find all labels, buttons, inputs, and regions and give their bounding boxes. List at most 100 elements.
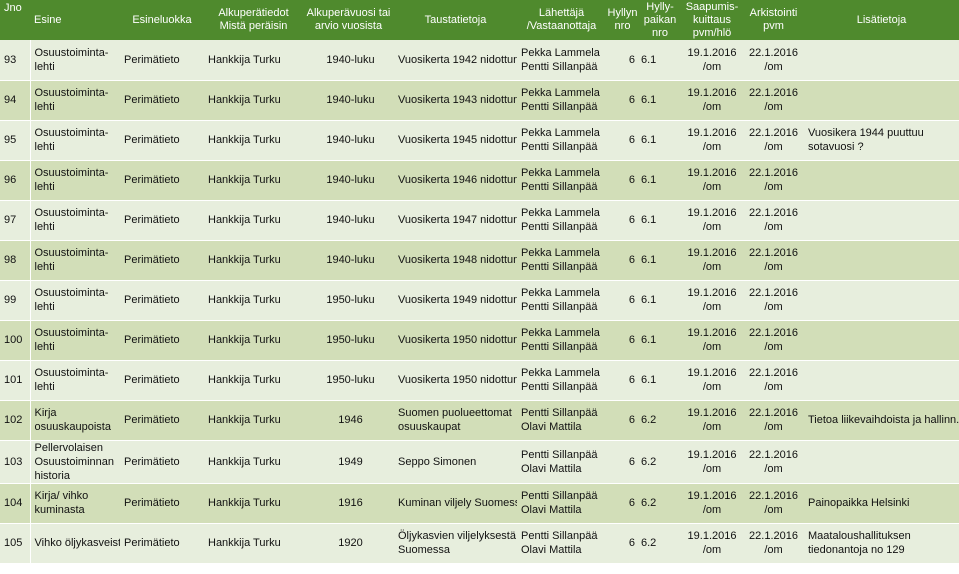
cell-hyllypaikan-nro[interactable]: 6.2 (641, 497, 657, 509)
table-row[interactable]: 102 Kirja osuuskaupoista Perimätieto Hank… (0, 400, 959, 440)
cell-alkuperavuosi[interactable]: 1940-luku (326, 174, 375, 186)
cell-esine[interactable]: Osuustoiminta-lehti (30, 200, 120, 240)
cell-alkuperavuosi[interactable]: 1950-luku (326, 334, 375, 346)
cell-jno[interactable]: 94 (0, 80, 31, 120)
cell-alkuperavuosi[interactable]: 1940-luku (326, 214, 375, 226)
table-row[interactable]: 103 Pellervolaisen Osuustoiminnan historia… (0, 440, 959, 483)
cell-hyllyn-nro[interactable]: 6 (628, 94, 635, 106)
cell-hyllyn-nro[interactable]: 6 (628, 214, 635, 226)
cell-saapumis[interactable]: 19.1.2016/om (681, 80, 743, 120)
cell-alkuperavuosi[interactable]: 1920 (338, 537, 363, 549)
header-arkistointi[interactable]: Arkistointi pvm (743, 0, 804, 40)
cell-arkistointi[interactable]: 22.1.2016/om (743, 523, 804, 563)
cell-hyllyn-nro[interactable]: 6 (628, 537, 635, 549)
cell-hyllyn-nro[interactable]: 6 (628, 374, 635, 386)
header-taustatietoja[interactable]: Taustatietoja (394, 0, 517, 40)
cell-taustatietoja[interactable]: Vuosikerta 1948 nidottuna (394, 240, 517, 280)
cell-esine[interactable]: Osuustoiminta-lehti (30, 360, 120, 400)
cell-hyllyn-nro[interactable]: 6 (628, 414, 635, 426)
table-row[interactable]: 99 Osuustoiminta-lehti Perimätieto Hankk… (0, 280, 959, 320)
cell-esineluokka[interactable]: Perimätieto (124, 294, 180, 306)
cell-lisatietoja[interactable] (804, 80, 959, 120)
cell-alkuperavuosi[interactable]: 1950-luku (326, 294, 375, 306)
header-esine[interactable]: Esine (30, 0, 120, 40)
cell-alkuperavuosi[interactable]: 1950-luku (326, 374, 375, 386)
cell-alkuperavuosi[interactable]: 1940-luku (326, 94, 375, 106)
cell-lisatietoja[interactable] (804, 40, 959, 80)
cell-jno[interactable]: 95 (0, 120, 31, 160)
cell-alkupera[interactable]: Hankkija Turku (208, 214, 281, 226)
cell-taustatietoja[interactable]: Vuosikerta 1942 nidottuna (394, 40, 517, 80)
cell-esineluokka[interactable]: Perimätieto (124, 214, 180, 226)
cell-hyllypaikan-nro[interactable]: 6.2 (641, 414, 657, 426)
cell-esineluokka[interactable]: Perimätieto (124, 414, 180, 426)
cell-jno[interactable]: 101 (0, 360, 31, 400)
table-row[interactable]: 96 Osuustoiminta-lehti Perimätieto Hankk… (0, 160, 959, 200)
cell-alkupera[interactable]: Hankkija Turku (208, 294, 281, 306)
cell-esineluokka[interactable]: Perimätieto (124, 94, 180, 106)
cell-hyllyn-nro[interactable]: 6 (628, 174, 635, 186)
cell-hyllyn-nro[interactable]: 6 (628, 53, 635, 66)
cell-taustatietoja[interactable]: Vuosikerta 1943 nidottuna (394, 80, 517, 120)
cell-arkistointi[interactable]: 22.1.2016/om (743, 483, 804, 523)
cell-lahettaja[interactable]: Pekka Lammela Pentti Sillanpää (517, 120, 606, 160)
cell-saapumis[interactable]: 19.1.2016/om (681, 40, 743, 80)
cell-lahettaja[interactable]: Pekka Lammela Pentti Sillanpää (517, 160, 606, 200)
cell-saapumis[interactable]: 19.1.2016/om (681, 440, 743, 483)
cell-arkistointi[interactable]: 22.1.2016/om (743, 400, 804, 440)
cell-lisatietoja[interactable] (804, 200, 959, 240)
table-row[interactable]: 93 Osuustoiminta-lehti Perimätieto Hankk… (0, 40, 959, 80)
cell-jno[interactable]: 93 (0, 40, 31, 80)
cell-saapumis[interactable]: 19.1.2016/om (681, 523, 743, 563)
cell-hyllypaikan-nro[interactable]: 6.1 (641, 294, 657, 306)
cell-alkupera[interactable]: Hankkija Turku (208, 374, 281, 386)
cell-lahettaja[interactable]: Pentti Sillanpää Olavi Mattila (517, 523, 606, 563)
header-hyllyn-nro[interactable]: Hyllyn nro (606, 0, 639, 40)
header-lisatietoja[interactable]: Lisätietoja (804, 0, 959, 40)
cell-hyllypaikan-nro[interactable]: 6.2 (641, 455, 657, 468)
cell-jno[interactable]: 99 (0, 280, 31, 320)
table-row[interactable]: 97 Osuustoiminta-lehti Perimätieto Hankk… (0, 200, 959, 240)
cell-alkupera[interactable]: Hankkija Turku (208, 174, 281, 186)
cell-alkupera[interactable]: Hankkija Turku (208, 53, 281, 66)
header-jno[interactable]: Jno (0, 0, 30, 40)
cell-lahettaja[interactable]: Pekka Lammela Pentti Sillanpää (517, 320, 606, 360)
cell-arkistointi[interactable]: 22.1.2016/om (743, 160, 804, 200)
table-row[interactable]: 100 Osuustoiminta-lehti Perimätieto Hank… (0, 320, 959, 360)
cell-hyllypaikan-nro[interactable]: 6.2 (641, 537, 657, 549)
cell-hyllypaikan-nro[interactable]: 6.1 (641, 254, 657, 266)
cell-hyllyn-nro[interactable]: 6 (628, 334, 635, 346)
table-row[interactable]: 104 Kirja/ vihko kuminasta Perimätieto Ha… (0, 483, 959, 523)
cell-esine[interactable]: Osuustoiminta-lehti (30, 120, 120, 160)
header-saapumiskuittaus[interactable]: Saapumis-kuittaus pvm/hlö (681, 0, 743, 40)
cell-hyllyn-nro[interactable]: 6 (628, 134, 635, 146)
cell-lahettaja[interactable]: Pentti Sillanpää Olavi Mattila (517, 440, 606, 483)
cell-lahettaja[interactable]: Pentti Sillanpää Olavi Mattila (517, 400, 606, 440)
cell-taustatietoja[interactable]: Kuminan viljely Suomessa (394, 483, 517, 523)
header-esineluokka[interactable]: Esineluokka (120, 0, 204, 40)
cell-alkuperavuosi[interactable]: 1940-luku (326, 53, 375, 66)
cell-lisatietoja[interactable] (804, 280, 959, 320)
cell-saapumis[interactable]: 19.1.2016/om (681, 280, 743, 320)
cell-jno[interactable]: 100 (0, 320, 31, 360)
cell-hyllypaikan-nro[interactable]: 6.1 (641, 134, 657, 146)
cell-lahettaja[interactable]: Pekka Lammela Pentti Sillanpää (517, 40, 606, 80)
cell-esine[interactable]: Osuustoiminta-lehti (30, 160, 120, 200)
cell-jno[interactable]: 98 (0, 240, 31, 280)
cell-lisatietoja[interactable] (804, 440, 959, 483)
cell-alkuperavuosi[interactable]: 1940-luku (326, 134, 375, 146)
cell-arkistointi[interactable]: 22.1.2016/om (743, 440, 804, 483)
cell-saapumis[interactable]: 19.1.2016/om (681, 160, 743, 200)
cell-esine[interactable]: Osuustoiminta-lehti (30, 280, 120, 320)
cell-esine[interactable]: Osuustoiminta-lehti (30, 40, 120, 80)
table-row[interactable]: 95 Osuustoiminta-lehti Perimätieto Hankk… (0, 120, 959, 160)
cell-saapumis[interactable]: 19.1.2016/om (681, 360, 743, 400)
cell-arkistointi[interactable]: 22.1.2016/om (743, 240, 804, 280)
cell-esineluokka[interactable]: Perimätieto (124, 374, 180, 386)
cell-taustatietoja[interactable]: Vuosikerta 1949 nidottuna (394, 280, 517, 320)
cell-taustatietoja[interactable]: Vuosikerta 1950 nidottuna (394, 320, 517, 360)
cell-lahettaja[interactable]: Pekka Lammela Pentti Sillanpää (517, 280, 606, 320)
cell-taustatietoja[interactable]: Vuosikerta 1945 nidottuna (394, 120, 517, 160)
cell-esine[interactable]: Osuustoiminta-lehti (30, 80, 120, 120)
cell-taustatietoja[interactable]: Öljykasvien viljelyksestä Suomessa (394, 523, 517, 563)
